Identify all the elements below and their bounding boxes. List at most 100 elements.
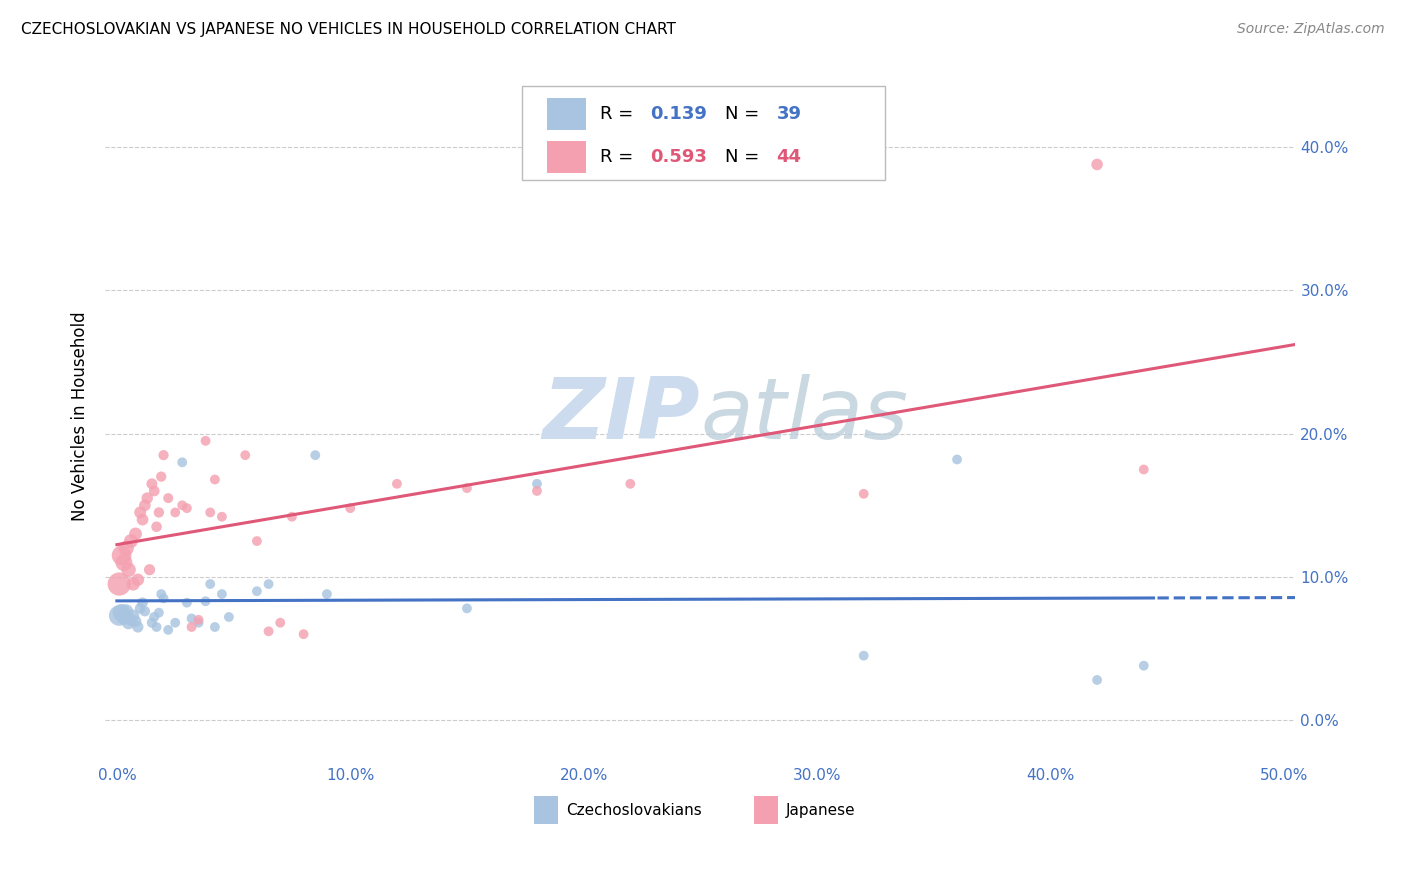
Point — [143, 610, 166, 624]
Text: 44: 44 — [776, 148, 801, 166]
Text: atlas: atlas — [700, 375, 908, 458]
Point — [172, 455, 194, 469]
Point — [157, 491, 180, 505]
Point — [194, 594, 217, 608]
Text: N =: N = — [725, 104, 765, 123]
Point — [204, 620, 226, 634]
Point — [117, 615, 139, 630]
FancyBboxPatch shape — [754, 797, 778, 824]
Point — [176, 596, 198, 610]
Point — [115, 541, 138, 556]
Point — [187, 615, 209, 630]
Point — [124, 527, 146, 541]
Point — [165, 615, 187, 630]
Point — [316, 587, 339, 601]
Point — [246, 534, 269, 549]
Text: CZECHOSLOVAKIAN VS JAPANESE NO VEHICLES IN HOUSEHOLD CORRELATION CHART: CZECHOSLOVAKIAN VS JAPANESE NO VEHICLES … — [21, 22, 676, 37]
Point — [257, 624, 280, 639]
Point — [269, 615, 291, 630]
Point — [110, 549, 132, 563]
FancyBboxPatch shape — [547, 98, 586, 129]
Point — [148, 606, 170, 620]
Point — [131, 596, 153, 610]
Point — [120, 613, 142, 627]
Point — [129, 505, 152, 519]
Point — [246, 584, 269, 599]
Point — [138, 563, 160, 577]
Point — [211, 509, 233, 524]
Point — [165, 505, 187, 519]
Point — [124, 614, 146, 628]
Point — [852, 648, 875, 663]
Point — [141, 476, 163, 491]
Point — [145, 620, 167, 634]
Text: R =: R = — [600, 104, 640, 123]
Point — [150, 587, 173, 601]
Text: Czechoslovakians: Czechoslovakians — [565, 803, 702, 818]
Text: Source: ZipAtlas.com: Source: ZipAtlas.com — [1237, 22, 1385, 37]
Point — [1132, 658, 1154, 673]
Point — [233, 448, 256, 462]
Point — [176, 501, 198, 516]
Point — [122, 608, 145, 623]
Point — [134, 604, 156, 618]
Point — [456, 481, 478, 495]
Point — [385, 476, 408, 491]
Point — [526, 476, 548, 491]
Point — [112, 556, 135, 570]
Point — [204, 473, 226, 487]
FancyBboxPatch shape — [547, 141, 586, 173]
Y-axis label: No Vehicles in Household: No Vehicles in Household — [72, 311, 89, 521]
Point — [852, 487, 875, 501]
Point — [304, 448, 326, 462]
Point — [127, 573, 149, 587]
Point — [131, 513, 153, 527]
Point — [1085, 157, 1108, 171]
Point — [172, 498, 194, 512]
Point — [339, 501, 361, 516]
FancyBboxPatch shape — [522, 86, 884, 179]
Point — [141, 615, 163, 630]
Point — [150, 469, 173, 483]
Point — [110, 606, 132, 620]
Point — [112, 610, 135, 624]
Point — [180, 611, 202, 625]
Point — [115, 604, 138, 618]
Point — [187, 613, 209, 627]
Text: R =: R = — [600, 148, 640, 166]
Text: 0.593: 0.593 — [651, 148, 707, 166]
Point — [152, 448, 174, 462]
Point — [526, 483, 548, 498]
Text: N =: N = — [725, 148, 765, 166]
Point — [1132, 462, 1154, 476]
Text: ZIP: ZIP — [543, 375, 700, 458]
Point — [619, 476, 641, 491]
Point — [211, 587, 233, 601]
Point — [117, 563, 139, 577]
Point — [218, 610, 240, 624]
Point — [134, 498, 156, 512]
FancyBboxPatch shape — [534, 797, 558, 824]
Point — [200, 505, 222, 519]
Point — [136, 491, 159, 505]
Point — [257, 577, 280, 591]
Text: 39: 39 — [776, 104, 801, 123]
Point — [946, 452, 969, 467]
Point — [1085, 673, 1108, 687]
Point — [148, 505, 170, 519]
Point — [194, 434, 217, 448]
Point — [200, 577, 222, 591]
Point — [122, 577, 145, 591]
Point — [145, 520, 167, 534]
Text: 0.139: 0.139 — [651, 104, 707, 123]
Point — [108, 577, 131, 591]
Point — [129, 601, 152, 615]
Point — [120, 534, 142, 549]
Point — [143, 483, 166, 498]
Point — [108, 608, 131, 623]
Point — [292, 627, 315, 641]
Point — [157, 623, 180, 637]
Point — [456, 601, 478, 615]
Text: Japanese: Japanese — [786, 803, 856, 818]
Point — [180, 620, 202, 634]
